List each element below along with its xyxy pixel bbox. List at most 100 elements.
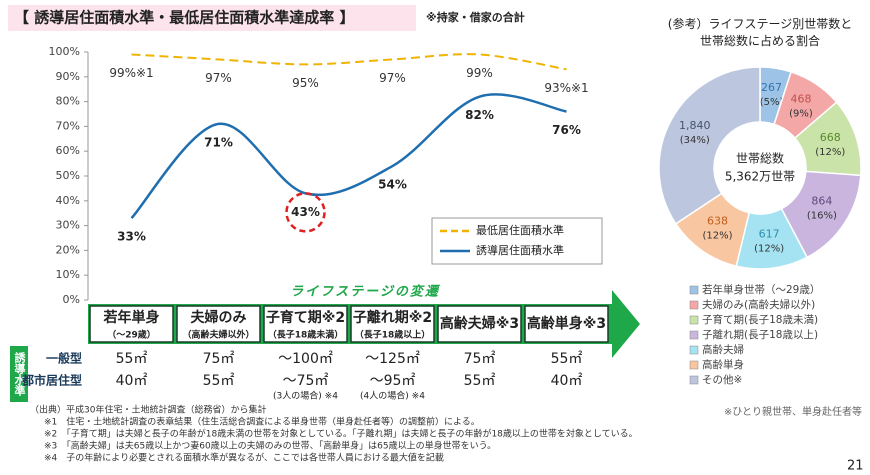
pie-title-line: (参考）ライフステージ別世帯数と	[668, 16, 852, 31]
category-cell	[437, 305, 522, 343]
pie-slice	[658, 66, 761, 225]
legend-swatch	[689, 375, 699, 385]
arrow-annotation: ライフステージの変遷	[290, 284, 441, 300]
table-cell: ～125㎡	[365, 351, 420, 367]
category-cell	[89, 305, 174, 343]
data-label: 97%	[205, 71, 232, 85]
table-cell: 40㎡	[551, 373, 583, 389]
slice-value-label: 638	[707, 215, 728, 228]
y-tick-label: 60%	[56, 144, 80, 157]
legend-label: その他※	[702, 373, 742, 386]
slice-value-label: 864	[811, 195, 832, 208]
series-line	[130, 93, 567, 220]
legend-label: 若年単身世帯（～29歳）	[702, 283, 820, 296]
slice-value-label: 668	[820, 131, 841, 144]
x-tick-label: 子育て期※2	[266, 309, 345, 326]
x-tick-label: 夫婦のみ	[191, 309, 247, 326]
y-tick-label: 10%	[56, 268, 80, 281]
side-label-box	[10, 346, 28, 402]
slice-value-label: 267	[761, 81, 782, 94]
data-label: 76%	[552, 123, 581, 137]
y-tick-label: 50%	[56, 169, 80, 182]
slice-percent-label: (9%)	[789, 108, 813, 119]
footnote: （出典）平成30年住宅・土地統計調査（総務省）から集計	[30, 404, 266, 416]
table-cell: ～100㎡	[278, 351, 333, 367]
data-label: 97%	[379, 71, 406, 85]
category-note: （長子18歳以上）	[355, 329, 431, 341]
slice-value-label: 1,840	[679, 119, 711, 132]
pie-title: (参考）ライフステージ別世帯数と世帯総数に占める割合	[668, 16, 852, 48]
cell-note: (3人の場合) ※4	[273, 390, 338, 402]
data-label: 43%	[291, 205, 320, 219]
slice-value-label: 617	[759, 227, 780, 240]
table-cell: 75㎡	[464, 351, 496, 367]
x-tick-label: 高齢夫婦※3	[440, 315, 519, 332]
data-label: 82%	[465, 108, 494, 122]
slice-percent-label: (12%)	[702, 231, 732, 242]
y-tick-label: 30%	[56, 219, 80, 232]
data-label: 99%※1	[109, 66, 153, 80]
legend-label: 最低居住面積水準	[476, 223, 564, 237]
data-label: 33%	[117, 230, 146, 244]
side-label: 誘導水準	[13, 351, 26, 397]
legend-label: 子離れ期(長子18歳以上)	[702, 328, 818, 341]
table-cell: ～95㎡	[370, 373, 416, 389]
page-number: 21	[847, 459, 864, 474]
cell-note: (4人の場合) ※4	[360, 390, 425, 402]
table-cell: 40㎡	[116, 373, 148, 389]
category-cell	[263, 305, 348, 343]
y-tick-label: 40%	[56, 194, 80, 207]
footnote: ※3 「高齢夫婦」は夫65歳以上かつ妻60歳以上の夫婦のみの世帯、「高齢単身」は…	[44, 440, 496, 452]
slice-percent-label: (12%)	[754, 243, 784, 254]
data-label: 54%	[378, 178, 407, 192]
slice-percent-label: (16%)	[807, 211, 837, 222]
category-note: （～29歳）	[107, 329, 156, 341]
legend-label: 高齢単身	[702, 358, 744, 371]
category-note: （長子18歳未満）	[268, 329, 344, 341]
pie-note: ※ひとり親世帯、単身赴任者等	[724, 405, 862, 418]
data-label: 95%	[292, 76, 319, 90]
data-label: 71%	[204, 135, 233, 149]
legend-swatch	[689, 360, 699, 370]
table-cell: 55㎡	[464, 373, 496, 389]
legend-label: 高齢夫婦	[702, 343, 744, 356]
data-label: 99%	[466, 66, 493, 80]
legend-swatch	[689, 345, 699, 355]
center-label: 世帯総数	[736, 151, 784, 166]
legend-swatch	[689, 330, 699, 340]
legend-swatch	[689, 285, 699, 295]
y-tick-label: 80%	[56, 95, 80, 108]
footnote: ※1 住宅・土地統計調査の表章結果（住生活総合調査による単身世帯（単身赴任者等）…	[44, 416, 480, 428]
highlight-circle	[285, 192, 326, 233]
chart-subtitle: ※持家・借家の合計	[426, 10, 525, 24]
slice-percent-label: (12%)	[815, 147, 845, 158]
table-cell: 55㎡	[203, 373, 235, 389]
y-tick-label: 90%	[56, 70, 80, 83]
legend-label: 誘導居住面積水準	[476, 243, 564, 257]
chart-title: 【 誘導居住面積水準・最低居住面積水準達成率 】	[14, 9, 354, 27]
legend-swatch	[689, 315, 699, 325]
legend-label: 子育て期(長子18歳未満)	[702, 313, 818, 326]
legend-swatch	[689, 300, 699, 310]
category-cell	[524, 305, 609, 343]
row-label: 都市居住型	[21, 373, 82, 388]
slice-percent-label: (34%)	[680, 135, 710, 146]
category-note: （高齢夫婦以外）	[182, 329, 254, 341]
footnote: ※4 子の年齢により必要とされる面積水準が異なるが、ここでは各世帯人員における最…	[44, 452, 444, 464]
legend-label: 夫婦のみ(高齢夫婦以外)	[702, 298, 815, 311]
slice-percent-label: (5%)	[760, 97, 784, 108]
table-cell: 55㎡	[116, 351, 148, 367]
legend-box	[431, 217, 603, 265]
category-cell	[176, 305, 261, 343]
row-label: 一般型	[46, 351, 82, 366]
x-tick-label: 子離れ期※2	[353, 309, 432, 326]
y-tick-label: 70%	[56, 119, 80, 132]
pie-title-line: 世帯総数に占める割合	[700, 33, 820, 48]
y-tick-label: 100%	[49, 45, 80, 58]
table-cell: 55㎡	[551, 351, 583, 367]
x-tick-label: 高齢単身※3	[527, 315, 606, 332]
title-band	[8, 5, 416, 31]
slice-value-label: 468	[790, 92, 811, 105]
category-cell	[350, 305, 435, 343]
